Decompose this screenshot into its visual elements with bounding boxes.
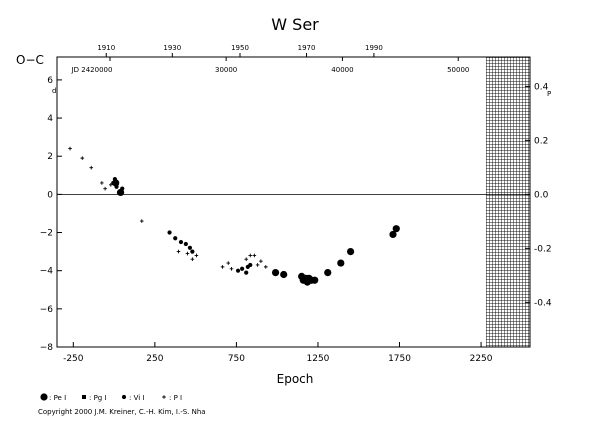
legend-label: : P I bbox=[169, 394, 182, 402]
x-tick-label: 750 bbox=[228, 354, 245, 364]
data-point-dot bbox=[173, 236, 178, 241]
data-point-plus bbox=[100, 181, 104, 185]
legend-marker-plus bbox=[162, 395, 166, 399]
y-tick-label: 2 bbox=[47, 152, 53, 162]
data-point-big-dot bbox=[271, 268, 280, 277]
legend-label: : Vi I bbox=[129, 394, 144, 402]
data-point-plus bbox=[176, 249, 181, 254]
jd-tick-label: 40000 bbox=[331, 66, 353, 74]
year-tick-label: 1930 bbox=[163, 44, 181, 52]
data-point-big-dot bbox=[392, 225, 400, 233]
y-tick-label: 4 bbox=[47, 114, 53, 124]
chart-title: W Ser bbox=[271, 15, 319, 34]
right-tick-label: 0.2 bbox=[534, 136, 548, 146]
right-tick-label: 0.4 bbox=[534, 82, 549, 92]
legend-label: : Pg I bbox=[89, 394, 107, 402]
legend: : Pe I : Pg I : Vi I : P I bbox=[40, 393, 182, 402]
data-point-dot bbox=[178, 239, 184, 245]
jd-tick-label: JD 2420000 bbox=[71, 66, 113, 74]
data-point-big-dot bbox=[389, 230, 397, 239]
svg-text:O−C: O−C bbox=[16, 53, 44, 67]
data-point-plus bbox=[109, 183, 113, 187]
y-tick-label: −2 bbox=[40, 229, 53, 239]
y-tick-label: −8 bbox=[40, 343, 54, 353]
legend-marker-big-dot bbox=[40, 393, 48, 401]
data-point-plus bbox=[229, 266, 234, 271]
right-axis-unit: P bbox=[547, 90, 551, 98]
data-point-plus bbox=[255, 263, 260, 267]
data-point-big-dot bbox=[280, 270, 288, 279]
right-tick-label: 0.0 bbox=[534, 190, 549, 200]
data-point-big-dot bbox=[112, 179, 120, 187]
year-tick-label: 1910 bbox=[97, 44, 115, 52]
y-axis-unit: d bbox=[52, 87, 56, 95]
x-axis-label: Epoch bbox=[277, 372, 314, 386]
y-tick-label: 0 bbox=[47, 190, 53, 200]
x-tick-label: 2250 bbox=[470, 354, 493, 364]
data-point-plus bbox=[252, 253, 257, 258]
data-point-dot bbox=[235, 268, 241, 273]
data-points bbox=[68, 146, 400, 286]
x-tick-label: 1750 bbox=[388, 354, 411, 364]
right-tick-label: -0.4 bbox=[534, 298, 552, 308]
legend-marker-dot bbox=[121, 394, 127, 400]
data-point-dot bbox=[190, 249, 195, 254]
data-point-plus bbox=[248, 253, 253, 258]
x-tick-label: 1250 bbox=[307, 354, 330, 364]
data-point-plus bbox=[185, 251, 190, 256]
legend-label: : Pe I bbox=[49, 394, 66, 402]
data-point-plus bbox=[103, 186, 107, 191]
data-point-big-dot bbox=[337, 259, 345, 267]
data-point-plus bbox=[263, 265, 268, 269]
right-tick-label: -0.2 bbox=[534, 244, 552, 254]
year-tick-label: 1970 bbox=[298, 44, 316, 52]
data-point-plus bbox=[80, 156, 85, 160]
data-point-dot bbox=[248, 262, 253, 268]
year-tick-label: 1990 bbox=[365, 44, 383, 52]
data-point-plus bbox=[194, 253, 199, 258]
x-tick-label: -250 bbox=[63, 354, 84, 364]
data-point-plus bbox=[68, 146, 72, 151]
x-tick-label: 250 bbox=[146, 354, 163, 364]
data-point-dot bbox=[183, 241, 188, 247]
y-tick-label: −6 bbox=[40, 305, 54, 315]
data-point-dot bbox=[244, 270, 249, 275]
y-tick-label: 6 bbox=[47, 76, 53, 86]
legend-marker-square bbox=[82, 395, 86, 399]
y-tick-label: −4 bbox=[40, 267, 54, 277]
hatched-region bbox=[485, 57, 530, 347]
year-tick-label: 1950 bbox=[231, 44, 249, 52]
data-point-plus bbox=[244, 257, 248, 262]
data-point-big-dot bbox=[311, 276, 319, 284]
data-point-plus bbox=[89, 165, 94, 170]
data-point-big-dot bbox=[324, 268, 332, 277]
copyright-note: Copyright 2000 J.M. Kreiner, C.-H. Kim, … bbox=[38, 408, 206, 416]
y-axis-label: O−C bbox=[16, 53, 44, 67]
jd-tick-label: 50000 bbox=[447, 66, 469, 74]
data-point-dot bbox=[187, 245, 193, 250]
axis-ticks: -250 250 750 1250 1750 2250 −8 −6 −4 −2 0 2 4 6 -0.4 -0… bbox=[40, 44, 552, 364]
data-point-big-dot bbox=[346, 248, 355, 256]
data-point-plus bbox=[140, 219, 144, 223]
data-point-dot bbox=[240, 266, 245, 271]
plot-frame bbox=[56, 56, 531, 348]
data-point-plus bbox=[190, 257, 195, 262]
data-point-plus bbox=[220, 265, 225, 269]
data-point-plus bbox=[226, 261, 231, 265]
data-point-big-dot bbox=[117, 188, 125, 197]
jd-tick-label: 30000 bbox=[215, 66, 237, 74]
data-point-plus bbox=[259, 259, 263, 263]
data-point-dot bbox=[167, 230, 172, 235]
